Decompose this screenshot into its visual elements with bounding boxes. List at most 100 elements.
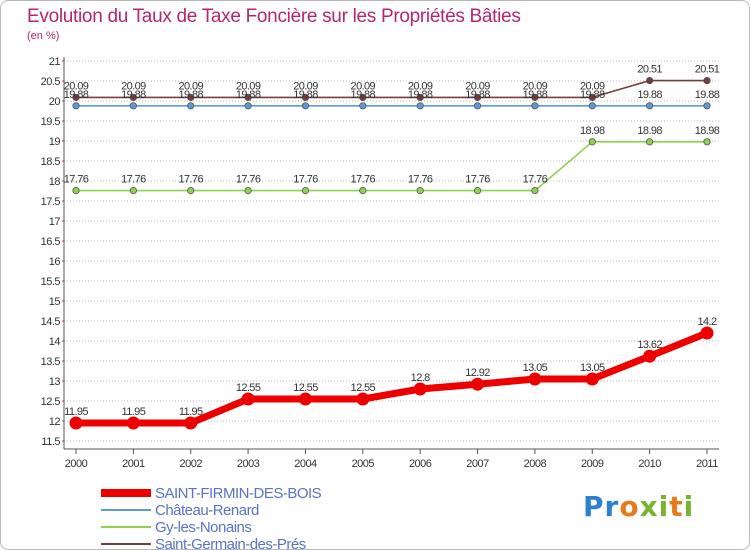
data-label: 12.55	[293, 382, 318, 394]
data-point	[187, 187, 195, 195]
y-tick-label: 13	[49, 376, 61, 388]
data-label: 13.05	[523, 362, 548, 374]
data-label: 11.95	[122, 406, 146, 418]
legend-label: SAINT-FIRMIN-DES-BOIS	[155, 485, 322, 502]
y-tick-label: 14.5	[41, 316, 61, 328]
data-label: 18.98	[580, 125, 605, 137]
x-tick-label: 2002	[179, 458, 202, 470]
y-tick-label: 15.5	[41, 276, 61, 288]
y-tick-label: 19	[49, 136, 61, 148]
x-tick-label: 2000	[65, 458, 88, 470]
data-point	[359, 187, 367, 195]
data-point	[700, 326, 714, 340]
data-label: 12.8	[411, 372, 430, 384]
data-point	[72, 93, 80, 102]
x-tick-label: 2011	[696, 458, 718, 470]
y-tick-label: 19.5	[41, 116, 61, 128]
data-label: 17.76	[64, 174, 89, 186]
legend-swatch	[101, 543, 151, 545]
y-tick-label: 20	[49, 96, 61, 108]
data-label: 18.98	[695, 125, 720, 137]
data-label: 13.62	[637, 339, 662, 351]
data-point	[588, 102, 596, 110]
data-label: 18.98	[637, 125, 662, 137]
y-tick-label: 16	[49, 256, 61, 268]
y-tick-label: 20.5	[41, 76, 61, 88]
chart-unit-label: (en %)	[27, 30, 60, 42]
data-label: 20.09	[178, 80, 203, 92]
legend-label: Château-Renard	[155, 502, 259, 519]
data-label: 19.88	[236, 89, 261, 101]
data-point	[241, 392, 255, 406]
data-label: 20.09	[523, 80, 548, 92]
data-point	[187, 93, 195, 102]
data-point	[187, 102, 195, 110]
data-point	[301, 102, 310, 110]
x-tick-label: 2007	[466, 458, 489, 470]
data-point	[69, 416, 83, 430]
data-point	[588, 138, 596, 146]
data-label: 19.88	[637, 89, 662, 101]
x-tick-label: 2003	[237, 458, 260, 470]
data-point	[184, 416, 198, 430]
data-label: 12.55	[236, 382, 261, 394]
x-tick-label: 2006	[409, 458, 432, 470]
data-label: 20.09	[121, 80, 146, 92]
data-label: 20.09	[580, 80, 605, 92]
series-line-saint-germain	[75, 79, 708, 99]
data-label: 20.09	[465, 80, 490, 92]
data-label: 17.76	[523, 174, 548, 186]
data-label: 19.88	[695, 89, 720, 101]
data-label: 19.88	[293, 89, 318, 101]
series-line-saint-firmin	[72, 329, 711, 427]
legend-label: Saint-Germain-des-Prés	[155, 536, 306, 550]
legend-swatch	[101, 489, 151, 497]
legend-swatch	[101, 526, 151, 528]
data-point	[703, 102, 711, 110]
data-label: 17.76	[293, 174, 318, 186]
data-label: 19.88	[178, 89, 203, 101]
y-tick-label: 14	[49, 336, 61, 348]
data-label: 12.55	[351, 382, 376, 394]
x-tick-label: 2009	[581, 458, 604, 470]
data-label: 20.51	[637, 64, 662, 76]
y-tick-label: 13.5	[41, 356, 61, 368]
data-label: 17.76	[351, 174, 376, 186]
data-point	[588, 93, 596, 102]
data-point	[359, 93, 367, 102]
data-label: 19.88	[408, 89, 433, 101]
data-label: 19.88	[465, 89, 490, 101]
data-label: 13.05	[580, 362, 605, 374]
data-point	[416, 93, 424, 102]
data-point	[531, 187, 539, 195]
data-label: 19.88	[64, 89, 89, 101]
data-point	[471, 377, 485, 391]
data-label: 20.09	[236, 80, 261, 92]
data-label: 19.88	[351, 89, 376, 101]
data-label: 11.95	[179, 406, 203, 418]
data-label: 20.09	[408, 80, 433, 92]
data-point	[359, 102, 367, 110]
y-tick-label: 12	[49, 416, 61, 428]
data-point	[301, 93, 310, 102]
data-label: 20.09	[293, 80, 318, 92]
data-point	[646, 77, 654, 85]
y-tick-label: 11.5	[41, 436, 60, 448]
data-point	[473, 93, 482, 102]
data-point	[129, 102, 137, 110]
y-tick-label: 21	[49, 56, 61, 68]
data-point	[531, 102, 539, 110]
data-label: 19.88	[580, 89, 605, 101]
proxiti-logo: Proxiti	[583, 490, 695, 523]
data-label: 14.2	[697, 316, 716, 328]
y-tick-label: 16.5	[41, 236, 61, 248]
plot-area	[64, 57, 719, 449]
x-tick-label: 2005	[352, 458, 375, 470]
data-label: 11.95	[64, 406, 88, 418]
data-point	[298, 392, 312, 406]
data-point	[646, 138, 654, 146]
data-point	[126, 416, 140, 430]
x-tick-label: 2008	[524, 458, 547, 470]
